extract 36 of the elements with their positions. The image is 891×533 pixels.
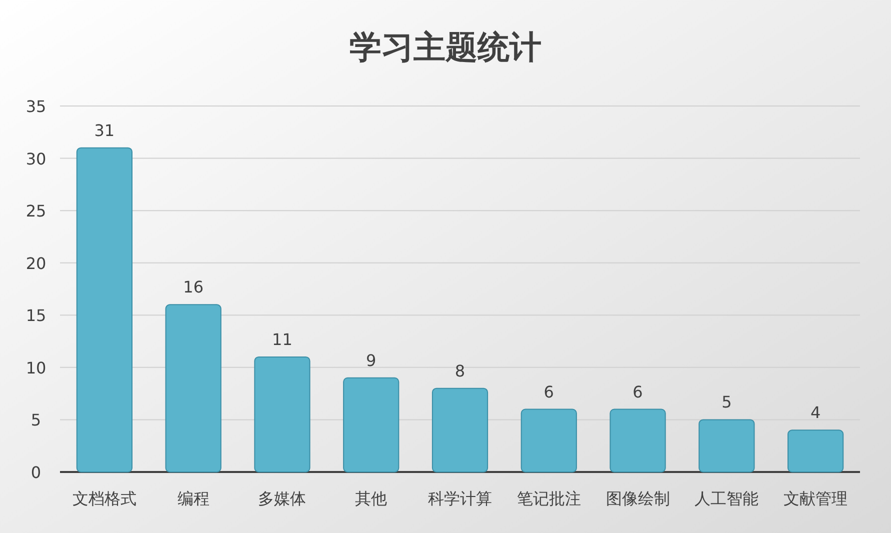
bar [76,147,132,472]
y-tick-label: 35 [26,97,46,116]
data-label: 16 [183,278,204,297]
bar [520,408,577,472]
data-label: 6 [544,382,554,402]
y-tick-label: 25 [26,202,46,221]
x-tick-label: 其他 [355,489,388,508]
chart-title: 学习主题统计 [350,28,542,66]
bar [698,419,755,472]
data-label: 31 [94,120,115,140]
x-tick-label: 笔记批注 [516,489,581,508]
data-label: 8 [454,361,466,380]
y-tick-label: 5 [30,410,42,430]
bar [788,430,844,472]
bar [610,408,666,472]
y-tick-label: 15 [26,306,46,326]
data-label: 6 [632,382,643,402]
y-tick-label: 30 [26,149,46,168]
x-tick-label: 图像绘制 [606,489,670,508]
data-label: 5 [722,392,732,412]
x-tick-label: 科学计算 [428,489,492,508]
y-tick-label: 10 [26,358,46,378]
data-label: 11 [272,330,292,349]
x-tick-label: 多媒体 [258,489,306,508]
x-tick-label: 文档格式 [72,489,136,508]
x-tick-label: 文献管理 [784,489,848,508]
bar [254,356,310,472]
y-tick-label: 20 [26,254,46,273]
x-tick-label: 人工智能 [694,489,759,508]
bar [343,377,400,472]
data-label: 9 [366,350,376,370]
y-tick-label: 0 [30,463,42,482]
data-label: 4 [810,403,821,422]
x-tick-label: 编程 [177,489,210,508]
bar [165,304,222,472]
bar [432,388,488,472]
